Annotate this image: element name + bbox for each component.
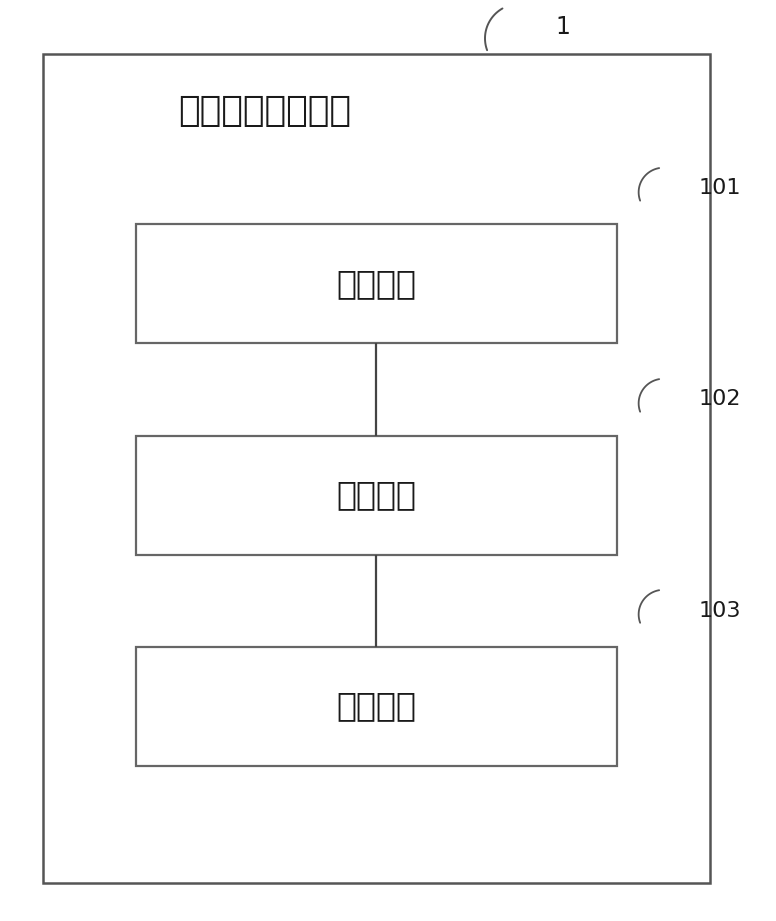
Bar	[136, 436, 617, 554]
Text: 分析单元: 分析单元	[336, 690, 417, 723]
Text: 101: 101	[698, 179, 741, 198]
Text: 检测单元: 检测单元	[336, 267, 417, 300]
Bar	[43, 53, 710, 882]
Text: 103: 103	[698, 600, 741, 621]
Text: 1: 1	[555, 15, 570, 39]
Text: 102: 102	[698, 390, 741, 410]
Bar	[136, 647, 617, 765]
Text: 生理热图分析装置: 生理热图分析装置	[178, 94, 352, 128]
Bar	[136, 225, 617, 344]
Text: 补偿单元: 补偿单元	[336, 479, 417, 511]
